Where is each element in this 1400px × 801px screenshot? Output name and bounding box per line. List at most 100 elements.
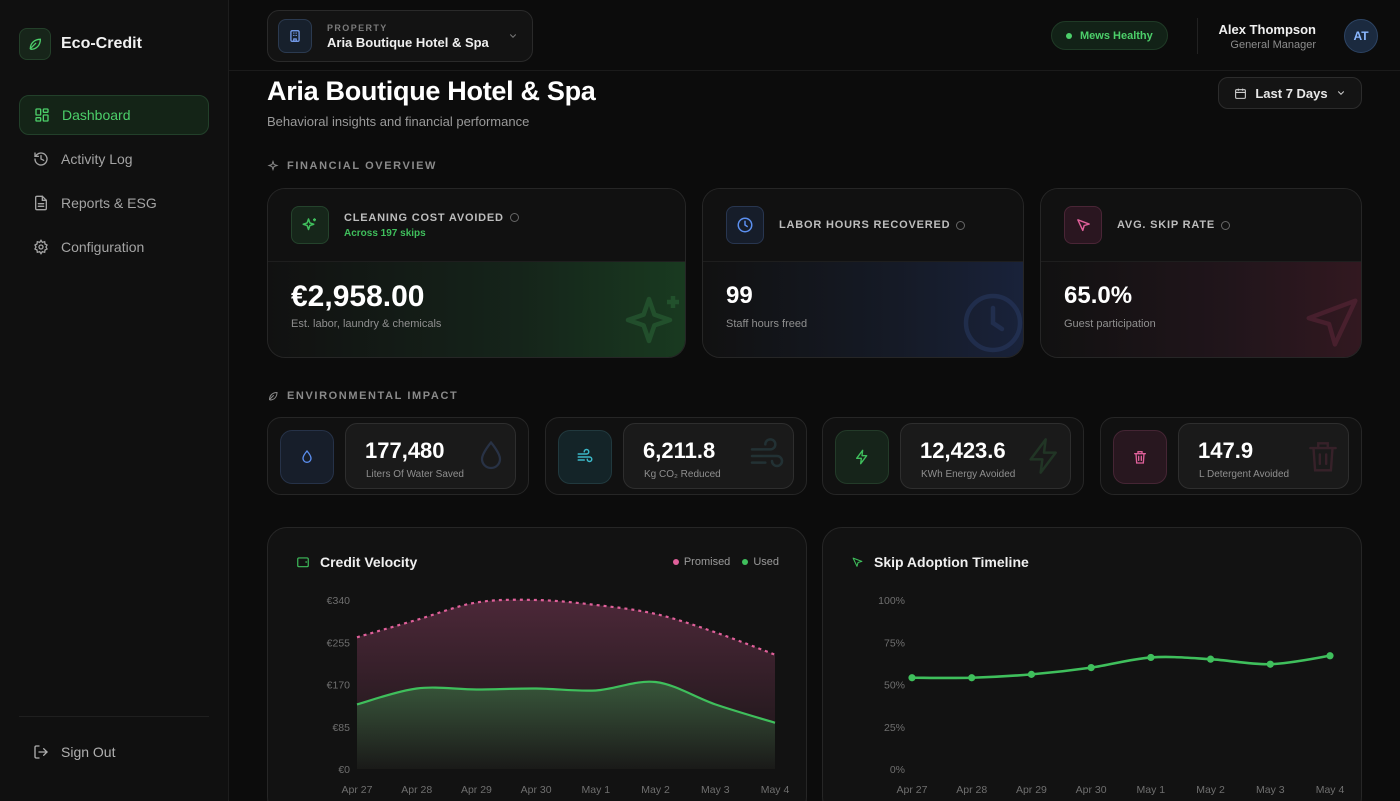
date-range-label: Last 7 Days bbox=[1255, 85, 1328, 101]
kpi-label: AVG. SKIP RATE bbox=[1117, 219, 1215, 231]
kpi-label: CLEANING COST AVOIDED bbox=[344, 211, 504, 224]
date-range-button[interactable]: Last 7 Days bbox=[1218, 77, 1362, 109]
kpi-value: 65.0% bbox=[1064, 282, 1133, 309]
chart-title-text: Credit Velocity bbox=[320, 554, 418, 570]
env-label: Liters Of Water Saved bbox=[366, 469, 464, 480]
status-badge: Mews Healthy bbox=[1051, 21, 1168, 50]
data-point bbox=[968, 674, 976, 682]
clock-icon bbox=[963, 293, 1023, 353]
y-tick-label: 100% bbox=[878, 595, 905, 607]
water-drop-icon bbox=[480, 440, 502, 470]
avatar[interactable]: AT bbox=[1344, 19, 1378, 53]
x-tick-label: Apr 28 bbox=[956, 784, 987, 796]
env-label: KWh Energy Avoided bbox=[921, 469, 1016, 480]
info-icon[interactable] bbox=[509, 213, 519, 222]
skip-adoption-chart: 0% 25% 50% 75% 100% Apr 27 Apr 28 Apr 29 Apr 30 M… bbox=[878, 595, 1344, 796]
brand[interactable]: Eco-Credit bbox=[19, 28, 142, 60]
credit-velocity-card: Credit Velocity Promised Used €0 €85 €170 €… bbox=[267, 527, 807, 801]
water-drop-icon bbox=[280, 430, 334, 484]
x-tick-label: Apr 27 bbox=[897, 784, 928, 796]
sidebar-item-label: Reports & ESG bbox=[61, 195, 157, 211]
x-tick-label: Apr 29 bbox=[461, 784, 492, 796]
page-subtitle: Behavioral insights and financial perfor… bbox=[267, 114, 530, 129]
sidebar-nav: Dashboard Activity Log Reports & ESG Con… bbox=[19, 95, 209, 271]
cursor-icon bbox=[1064, 206, 1102, 244]
x-tick-label: May 1 bbox=[582, 784, 611, 796]
section-title-text: ENVIRONMENTAL IMPACT bbox=[287, 390, 459, 402]
env-label: Kg CO₂ Reduced bbox=[644, 469, 721, 480]
series-line-used bbox=[356, 680, 776, 724]
sidebar: Eco-Credit Dashboard Activity Log Report… bbox=[0, 0, 229, 801]
sidebar-item-label: Configuration bbox=[61, 239, 145, 255]
x-tick-label: May 3 bbox=[1256, 784, 1285, 796]
kpi-labor-hours: LABOR HOURS RECOVERED 99 Staff hours fre… bbox=[702, 188, 1024, 358]
x-tick-label: Apr 27 bbox=[342, 784, 373, 796]
chart-title-text: Skip Adoption Timeline bbox=[874, 554, 1029, 570]
legend-item-promised[interactable]: Promised bbox=[672, 556, 731, 568]
lightning-icon bbox=[835, 430, 889, 484]
y-tick-label: 25% bbox=[884, 722, 905, 734]
kpi-value: €2,958.00 bbox=[291, 280, 425, 313]
sidebar-item-reports-esg[interactable]: Reports & ESG bbox=[19, 183, 209, 223]
top-header: PROPERTY Aria Boutique Hotel & Spa Mews … bbox=[229, 0, 1400, 71]
env-value: 6,211.8 bbox=[643, 438, 716, 463]
data-point bbox=[908, 674, 916, 682]
chart-title: Skip Adoption Timeline bbox=[851, 554, 1029, 570]
property-name: Aria Boutique Hotel & Spa bbox=[327, 34, 489, 50]
x-tick-label: Apr 30 bbox=[1076, 784, 1107, 796]
sidebar-divider bbox=[19, 716, 209, 717]
gear-icon bbox=[34, 239, 48, 255]
x-tick-label: May 3 bbox=[701, 784, 730, 796]
chart-legend: Promised Used bbox=[672, 556, 779, 568]
user-info[interactable]: Alex Thompson General Manager bbox=[1218, 22, 1316, 51]
info-icon[interactable] bbox=[1221, 220, 1230, 230]
chevron-down-icon bbox=[1337, 91, 1344, 95]
sidebar-item-label: Activity Log bbox=[61, 151, 133, 167]
sign-out-button[interactable]: Sign Out bbox=[33, 744, 115, 760]
lightning-icon bbox=[1029, 438, 1057, 474]
y-tick-label: 0% bbox=[890, 764, 905, 776]
data-point bbox=[1147, 653, 1155, 662]
sidebar-item-configuration[interactable]: Configuration bbox=[19, 227, 209, 267]
data-point bbox=[1266, 660, 1274, 668]
kpi-description: Guest participation bbox=[1064, 318, 1156, 330]
sidebar-item-activity-log[interactable]: Activity Log bbox=[19, 139, 209, 179]
wallet-icon bbox=[297, 557, 309, 568]
status-dot-icon bbox=[1066, 32, 1072, 39]
status-text: Mews Healthy bbox=[1080, 29, 1153, 42]
chart-title: Credit Velocity bbox=[296, 554, 417, 570]
leaf-icon bbox=[19, 28, 51, 60]
x-tick-label: May 1 bbox=[1137, 784, 1166, 796]
sparkle-icon bbox=[267, 160, 279, 172]
legend-label: Promised bbox=[683, 556, 731, 568]
x-tick-label: Apr 28 bbox=[401, 784, 432, 796]
kpi-description: Est. labor, laundry & chemicals bbox=[291, 318, 442, 330]
environmental-impact-heading: ENVIRONMENTAL IMPACT bbox=[267, 390, 458, 402]
y-tick-label: €255 bbox=[327, 637, 351, 649]
chevron-down-icon bbox=[509, 34, 517, 38]
data-point bbox=[1027, 670, 1036, 678]
sidebar-item-label: Dashboard bbox=[62, 107, 131, 123]
series-area-used bbox=[357, 681, 775, 769]
property-selector[interactable]: PROPERTY Aria Boutique Hotel & Spa bbox=[267, 10, 533, 62]
x-tick-label: Apr 29 bbox=[1016, 784, 1047, 796]
trash-icon bbox=[1113, 430, 1167, 484]
skip-adoption-card: Skip Adoption Timeline 0% 25% 50% 75% 100% Ap… bbox=[822, 527, 1362, 801]
kpi-cleaning-cost: CLEANING COST AVOIDED Across 197 skips €… bbox=[267, 188, 686, 358]
property-label: PROPERTY bbox=[327, 22, 388, 33]
clock-icon bbox=[726, 206, 764, 244]
logout-icon bbox=[34, 745, 48, 759]
sparkle-icon bbox=[625, 296, 679, 344]
sidebar-item-dashboard[interactable]: Dashboard bbox=[19, 95, 209, 135]
header-divider bbox=[1197, 18, 1198, 54]
trash-icon bbox=[1309, 442, 1337, 472]
env-label: L Detergent Avoided bbox=[1199, 469, 1290, 480]
kpi-label: LABOR HOURS RECOVERED bbox=[779, 219, 951, 231]
env-value: 147.9 bbox=[1198, 438, 1254, 463]
info-icon[interactable] bbox=[956, 220, 966, 230]
x-tick-label: May 2 bbox=[641, 784, 670, 796]
y-tick-label: €340 bbox=[327, 595, 351, 607]
legend-item-used[interactable]: Used bbox=[742, 556, 779, 568]
brand-name: Eco-Credit bbox=[61, 35, 142, 52]
history-icon bbox=[34, 152, 48, 166]
